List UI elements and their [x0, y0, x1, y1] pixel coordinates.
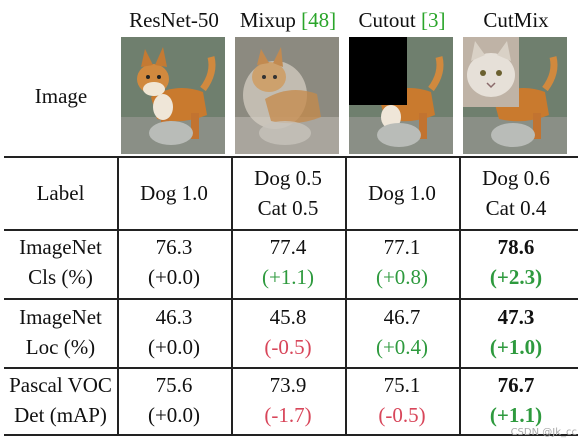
column-header-mixup: Mixup [48]	[239, 8, 337, 32]
divider-below-labels	[4, 229, 578, 231]
cutout-masked-image	[349, 37, 453, 154]
column-header-cutmix: CutMix	[483, 8, 549, 32]
det-cell-cutmix: 76.7 (+1.1)	[489, 373, 543, 427]
cls-cell-mixup: 77.4 (+1.1)	[261, 235, 315, 289]
mixup-blended-image	[235, 37, 339, 154]
divider-vertical-4	[459, 158, 461, 434]
divider-vertical-2	[231, 158, 233, 434]
divider-below-loc	[4, 367, 578, 369]
divider-below-images	[4, 156, 578, 158]
label-cell-cutmix: Dog 0.6 Cat 0.4	[482, 166, 550, 220]
cutmix-mixed-image	[463, 37, 567, 154]
watermark-text: CSDN @Jk_cc	[510, 427, 577, 438]
citation-cutout: [3]	[420, 8, 446, 32]
label-cell-mixup: Dog 0.5 Cat 0.5	[254, 166, 322, 220]
cls-cell-cutmix: 78.6 (+2.3)	[489, 235, 543, 289]
label-cell-resnet50: Dog 1.0	[140, 181, 208, 205]
loc-cell-mixup: 45.8 (-0.5)	[264, 305, 312, 359]
divider-vertical-3	[345, 158, 347, 434]
label-row-header: Label	[36, 181, 85, 205]
image-row-label: Image	[34, 84, 88, 108]
divider-vertical-1	[117, 158, 119, 434]
loc-cell-resnet50: 46.3 (+0.0)	[147, 305, 201, 359]
loc-cell-cutmix: 47.3 (+1.0)	[489, 305, 543, 359]
column-header-resnet50: ResNet-50	[129, 8, 219, 32]
det-cell-mixup: 73.9 (-1.7)	[264, 373, 312, 427]
det-cell-cutout: 75.1 (-0.5)	[378, 373, 426, 427]
table-bottom-rule	[4, 434, 578, 436]
metric-row-label-det: Pascal VOC Det (mAP)	[9, 373, 112, 427]
cls-cell-cutout: 77.1 (+0.8)	[375, 235, 429, 289]
metric-row-label-cls: ImageNet Cls (%)	[19, 235, 102, 289]
column-header-cutout: Cutout [3]	[358, 8, 446, 32]
divider-below-cls	[4, 298, 578, 300]
det-cell-resnet50: 75.6 (+0.0)	[147, 373, 201, 427]
loc-cell-cutout: 46.7 (+0.4)	[375, 305, 429, 359]
metric-row-label-loc: ImageNet Loc (%)	[19, 305, 102, 359]
resnet50-dog-image	[121, 37, 225, 154]
citation-mixup: [48]	[301, 8, 337, 32]
label-cell-cutout: Dog 1.0	[368, 181, 436, 205]
cls-cell-resnet50: 76.3 (+0.0)	[147, 235, 201, 289]
